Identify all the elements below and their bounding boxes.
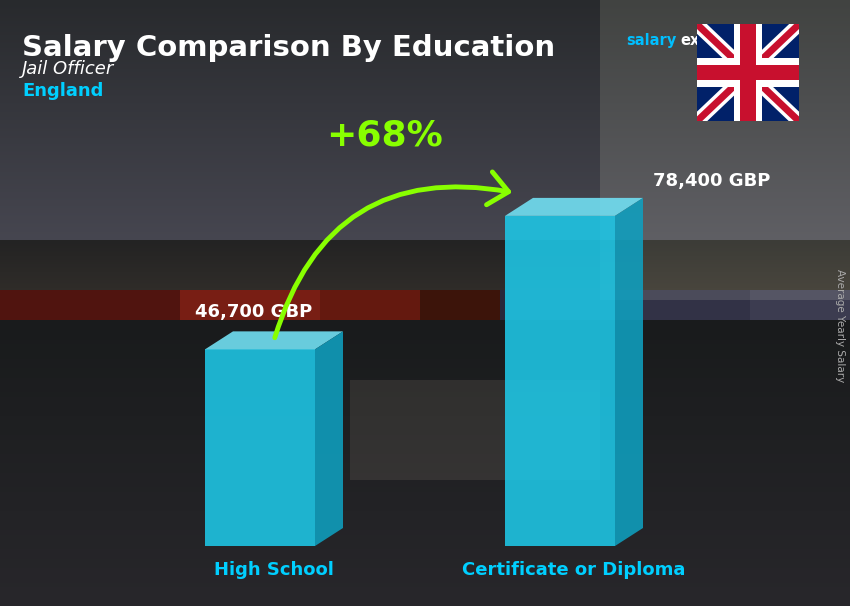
Text: explorer: explorer xyxy=(680,33,750,48)
FancyArrowPatch shape xyxy=(275,172,508,338)
Polygon shape xyxy=(615,198,643,546)
Text: England: England xyxy=(22,82,104,100)
Polygon shape xyxy=(505,216,615,546)
Text: Salary Comparison By Education: Salary Comparison By Education xyxy=(22,34,555,62)
Bar xyxy=(697,58,799,87)
Polygon shape xyxy=(205,350,315,546)
Text: Jail Officer: Jail Officer xyxy=(22,60,114,78)
Bar xyxy=(734,24,762,121)
Bar xyxy=(697,65,799,80)
Polygon shape xyxy=(315,331,343,546)
Text: 78,400 GBP: 78,400 GBP xyxy=(653,172,770,190)
Text: .com: .com xyxy=(740,33,779,48)
Polygon shape xyxy=(205,331,343,350)
Polygon shape xyxy=(505,198,643,216)
Text: 46,700 GBP: 46,700 GBP xyxy=(195,304,312,321)
Text: Average Yearly Salary: Average Yearly Salary xyxy=(835,270,845,382)
Text: salary: salary xyxy=(626,33,677,48)
Text: Certificate or Diploma: Certificate or Diploma xyxy=(462,561,686,579)
Text: High School: High School xyxy=(214,561,334,579)
Text: +68%: +68% xyxy=(326,119,443,153)
Bar xyxy=(740,24,756,121)
